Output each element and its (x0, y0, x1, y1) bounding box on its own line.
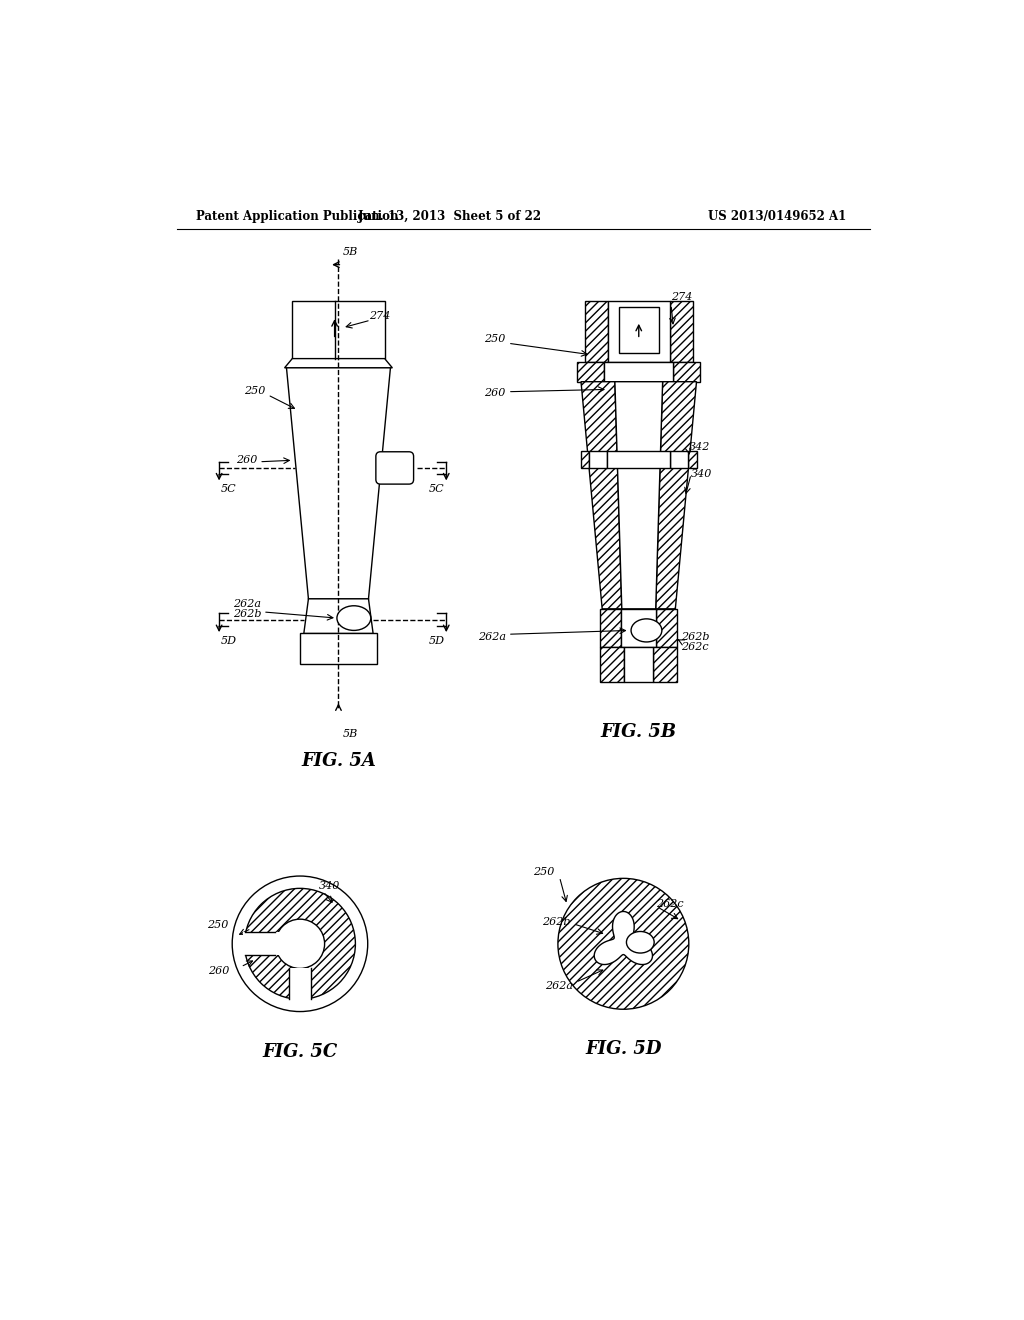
Bar (618, 308, 658, 354)
Text: 5D: 5D (429, 636, 444, 647)
Text: 250: 250 (207, 920, 228, 929)
Bar (608, 301, 670, 363)
Text: 250: 250 (244, 385, 265, 396)
Bar (289, 969, 310, 1001)
Text: 342: 342 (689, 442, 711, 453)
Text: 262a: 262a (546, 981, 573, 991)
Text: 5B: 5B (342, 729, 357, 739)
Bar (604, 363, 674, 381)
Polygon shape (590, 451, 607, 469)
Polygon shape (594, 911, 652, 965)
Text: 260: 260 (237, 455, 258, 465)
Polygon shape (655, 381, 696, 609)
Polygon shape (285, 359, 392, 368)
Text: Patent Application Publication: Patent Application Publication (196, 210, 398, 223)
Polygon shape (688, 451, 696, 469)
Text: 260: 260 (208, 966, 229, 975)
Bar (300, 634, 377, 664)
Bar (656, 609, 677, 647)
Text: 274: 274 (671, 292, 692, 302)
Text: 262c: 262c (655, 899, 683, 908)
Polygon shape (304, 599, 373, 634)
Text: 262b: 262b (681, 631, 710, 642)
Text: US 2013/0149652 A1: US 2013/0149652 A1 (708, 210, 846, 223)
Circle shape (245, 888, 355, 999)
Text: 340: 340 (319, 880, 341, 891)
Text: 250: 250 (484, 334, 506, 345)
Text: FIG. 5C: FIG. 5C (262, 1043, 338, 1060)
Text: 262a: 262a (477, 631, 506, 642)
Text: 262c: 262c (681, 643, 709, 652)
Text: 250: 250 (532, 867, 554, 878)
Text: Jun. 13, 2013  Sheet 5 of 22: Jun. 13, 2013 Sheet 5 of 22 (358, 210, 542, 223)
Text: FIG. 5D: FIG. 5D (585, 1040, 662, 1059)
Ellipse shape (627, 932, 654, 953)
Circle shape (232, 876, 368, 1011)
Text: 260: 260 (484, 388, 506, 399)
Text: 5D: 5D (220, 636, 237, 647)
Polygon shape (607, 451, 671, 469)
Text: 262b: 262b (543, 917, 571, 927)
Polygon shape (614, 381, 663, 609)
Ellipse shape (631, 619, 662, 642)
Polygon shape (287, 368, 390, 599)
Circle shape (275, 919, 325, 969)
Ellipse shape (337, 606, 371, 631)
Bar (292, 301, 385, 359)
Polygon shape (581, 451, 590, 469)
Bar (653, 647, 677, 682)
FancyBboxPatch shape (376, 451, 414, 484)
Text: 5C: 5C (429, 484, 444, 495)
Text: 5C: 5C (220, 484, 237, 495)
Text: 340: 340 (691, 469, 713, 479)
Text: 5B: 5B (342, 247, 357, 257)
Text: FIG. 5B: FIG. 5B (601, 723, 677, 741)
Text: 274: 274 (370, 312, 390, 321)
Bar (625, 647, 653, 682)
Polygon shape (382, 457, 409, 479)
Text: 262a: 262a (233, 599, 261, 610)
Bar (600, 609, 621, 647)
Bar (243, 932, 298, 956)
Polygon shape (581, 381, 622, 609)
Text: FIG. 5A: FIG. 5A (301, 751, 376, 770)
Bar (621, 609, 656, 647)
Circle shape (558, 878, 689, 1010)
Bar (670, 301, 692, 363)
Text: 262b: 262b (233, 610, 261, 619)
Bar (578, 363, 604, 381)
Polygon shape (671, 451, 688, 469)
Bar (674, 363, 700, 381)
Bar (600, 647, 625, 682)
Bar (585, 301, 608, 363)
